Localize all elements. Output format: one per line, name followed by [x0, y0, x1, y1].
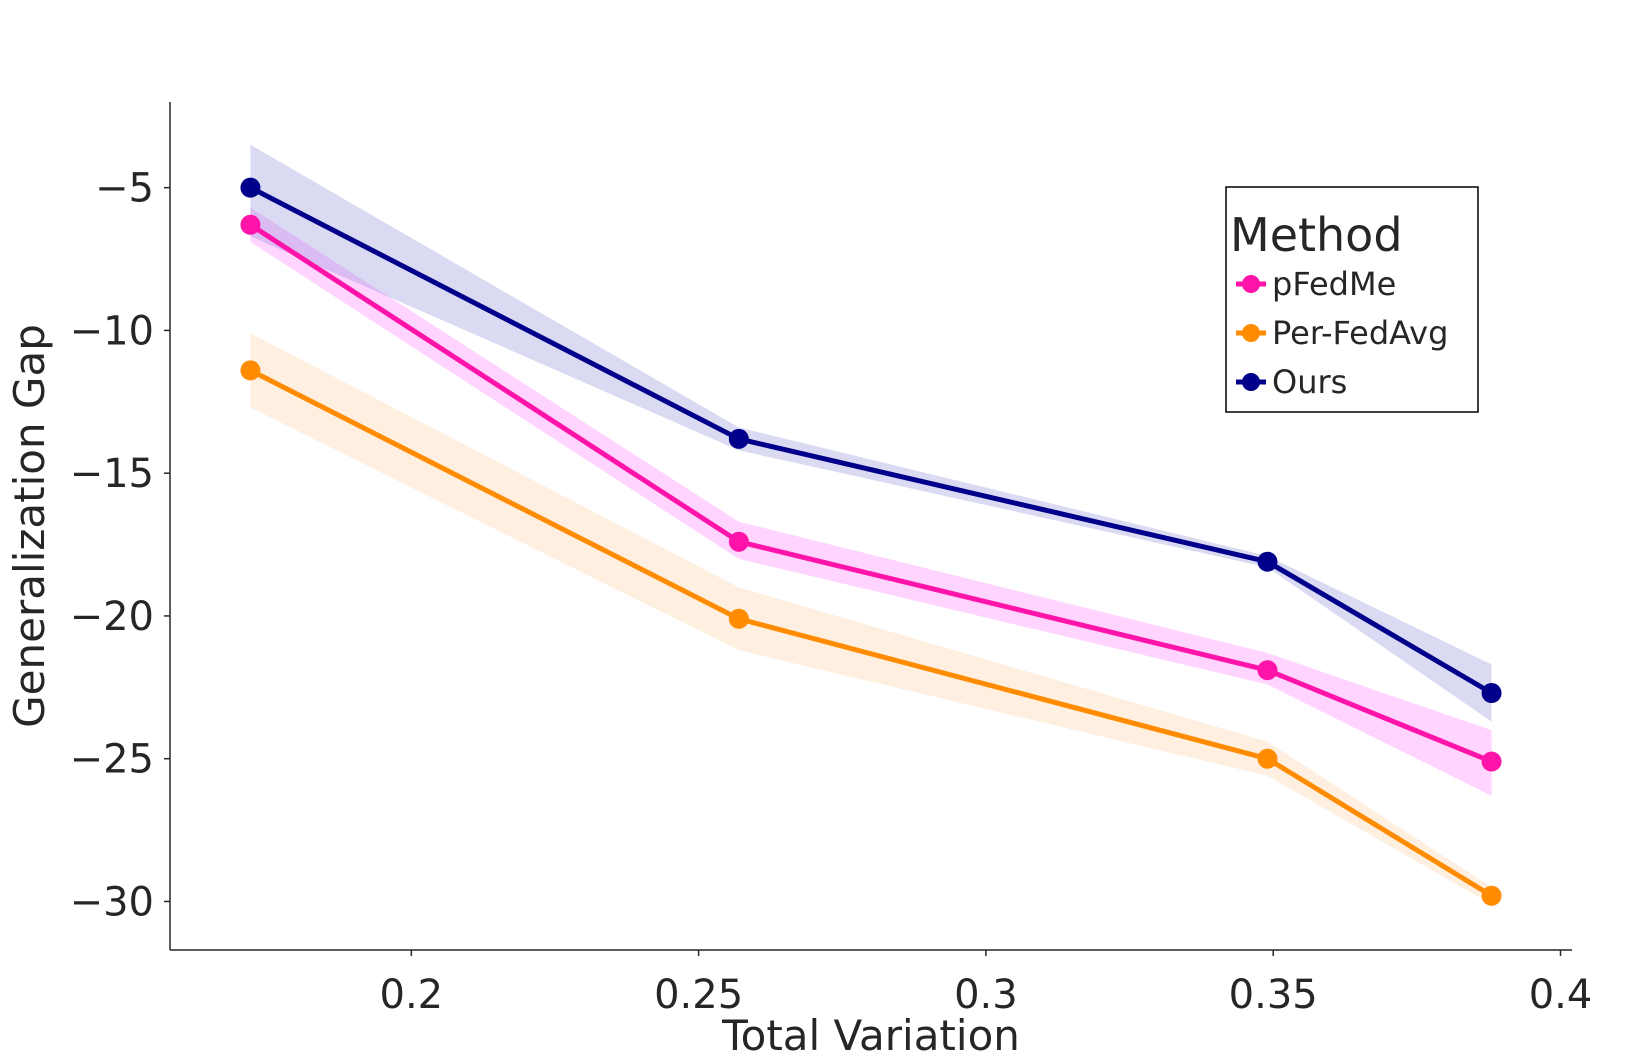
- line-per-fedavg: [247, 367, 1495, 899]
- point-pfedme: [240, 214, 261, 235]
- point-per-fedavg: [1257, 748, 1278, 769]
- point-ours: [1257, 551, 1278, 572]
- point-pfedme: [1481, 751, 1502, 772]
- legend-items: pFedMe Per-FedAvg Ours: [1236, 265, 1448, 401]
- y-tick-label: −20: [70, 594, 154, 640]
- point-ours: [728, 428, 749, 449]
- line-ours: [247, 185, 1495, 696]
- point-per-fedavg: [728, 608, 749, 629]
- x-tick-label: 0.2: [380, 972, 444, 1018]
- legend-swatch-marker: [1242, 324, 1260, 342]
- legend: Method pFedMe Per-FedAvg Ours: [1225, 186, 1479, 413]
- point-pfedme: [1257, 660, 1278, 681]
- x-axis-ticks: 0.2 0.25 0.3 0.35 0.4: [380, 950, 1593, 1018]
- legend-label-pfedme: pFedMe: [1272, 265, 1396, 303]
- point-per-fedavg: [240, 360, 261, 381]
- x-tick-label: 0.3: [954, 972, 1018, 1018]
- x-tick-label: 0.35: [1229, 972, 1318, 1018]
- legend-frame: [1225, 186, 1479, 413]
- point-pfedme: [728, 531, 749, 552]
- legend-swatch-marker: [1242, 373, 1260, 391]
- series-lines: [247, 185, 1495, 899]
- y-tick-label: −15: [70, 451, 154, 497]
- y-tick-label: −5: [95, 166, 154, 212]
- y-axis-label: Generalization Gap: [5, 324, 54, 728]
- y-tick-label: −10: [70, 308, 154, 354]
- y-tick-label: −25: [70, 737, 154, 783]
- line-pfedme: [247, 222, 1495, 765]
- x-tick-label: 0.4: [1529, 972, 1593, 1018]
- y-axis-ticks: −5 −10 −15 −20 −25 −30: [70, 166, 170, 925]
- y-tick-label: −30: [70, 879, 154, 925]
- band-per-fedavg: [250, 333, 1492, 905]
- x-tick-label: 0.25: [654, 972, 743, 1018]
- legend-title: Method: [1230, 208, 1403, 262]
- legend-label-per-fedavg: Per-FedAvg: [1272, 314, 1448, 352]
- point-per-fedavg: [1481, 885, 1502, 906]
- series-points: [240, 177, 1502, 906]
- legend-label-ours: Ours: [1272, 363, 1347, 401]
- point-ours: [1481, 683, 1502, 704]
- legend-swatch-marker: [1242, 275, 1260, 293]
- point-ours: [240, 177, 261, 198]
- x-axis-label: Total Variation: [721, 1011, 1020, 1060]
